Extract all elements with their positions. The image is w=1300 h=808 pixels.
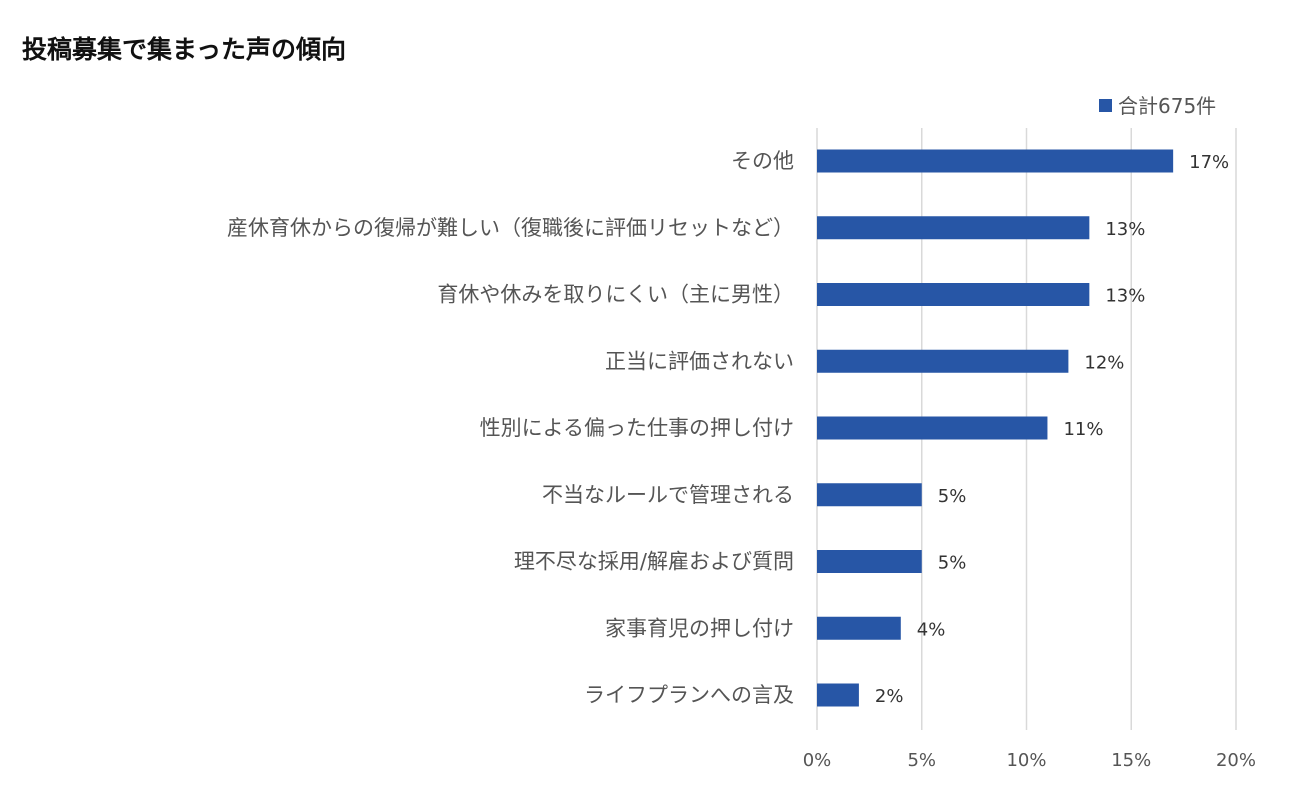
bar xyxy=(817,550,922,573)
bar xyxy=(817,149,1174,173)
value-label: 5% xyxy=(938,553,967,574)
x-tick-label: 5% xyxy=(907,750,936,771)
category-label: その他 xyxy=(731,149,794,173)
bar xyxy=(817,483,922,507)
category-label: 産休育休からの復帰が難しい（復職後に評価リセットなど） xyxy=(227,216,794,240)
legend-label: 合計675件 xyxy=(1118,94,1216,118)
legend: 合計675件 xyxy=(1099,94,1216,118)
value-label: 13% xyxy=(1105,286,1145,307)
category-label: 家事育児の押し付け xyxy=(605,616,794,640)
legend-swatch xyxy=(1099,99,1112,112)
category-label: ライフプランへの言及 xyxy=(584,683,794,707)
value-label: 11% xyxy=(1063,419,1103,440)
category-label: 不当なルールで管理される xyxy=(542,483,794,507)
bar xyxy=(817,416,1048,440)
category-label: 正当に評価されない xyxy=(605,349,794,373)
category-label: 性別による偏った仕事の押し付け xyxy=(480,416,794,440)
value-label: 17% xyxy=(1189,152,1229,173)
x-tick-label: 20% xyxy=(1216,750,1256,771)
bar xyxy=(817,216,1090,240)
bar xyxy=(817,349,1069,373)
x-axis-ticks: 0% 5% 10% 15% 20% xyxy=(803,750,1256,771)
bars xyxy=(817,149,1174,707)
chart-title: 投稿募集で集まった声の傾向 xyxy=(22,35,347,64)
x-tick-label: 10% xyxy=(1006,750,1046,771)
category-label: 育休や休みを取りにくい（主に男性） xyxy=(437,283,794,307)
bar xyxy=(817,616,901,640)
bar xyxy=(817,283,1090,306)
value-label: 5% xyxy=(938,486,967,507)
value-label: 13% xyxy=(1105,219,1145,240)
value-label: 12% xyxy=(1084,352,1124,373)
value-label: 4% xyxy=(917,619,946,640)
value-labels: 17% 13% 13% 12% 11% 5% 5% 4% 2% xyxy=(875,152,1229,707)
x-tick-label: 0% xyxy=(803,750,832,771)
x-tick-label: 15% xyxy=(1111,750,1151,771)
value-label: 2% xyxy=(875,686,904,707)
bar xyxy=(817,683,859,707)
category-label: 理不尽な採用/解雇および質問 xyxy=(514,550,794,574)
